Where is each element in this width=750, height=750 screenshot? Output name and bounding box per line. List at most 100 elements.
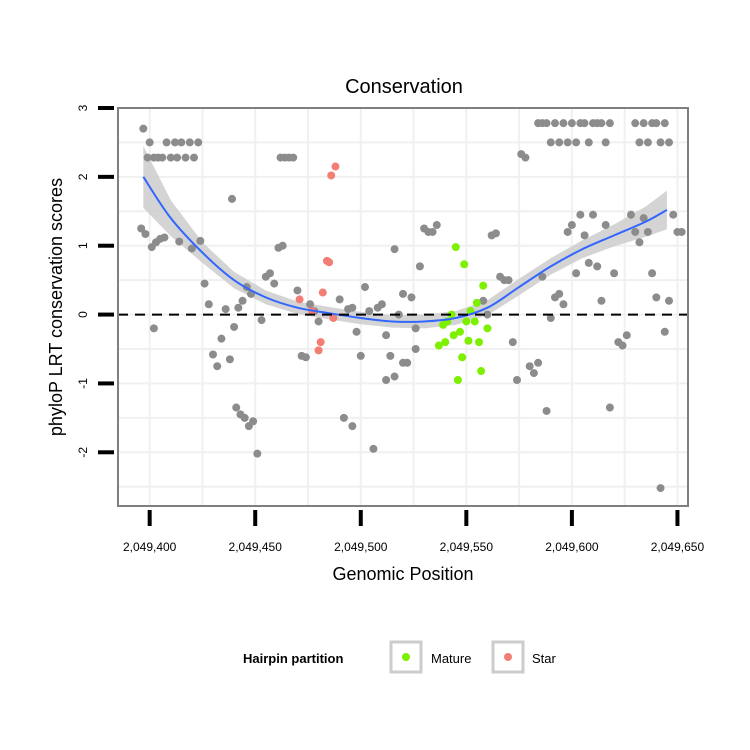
data-point-other [187, 244, 196, 253]
data-point-other [631, 227, 640, 236]
legend-key-star-box [491, 640, 525, 674]
data-point-other [652, 119, 661, 128]
data-point-other [597, 296, 606, 305]
data-point-other [158, 153, 167, 162]
data-point-other [479, 296, 488, 305]
data-points [137, 119, 686, 493]
smooth-line-path [142, 176, 668, 323]
data-point-other [639, 214, 648, 223]
data-point-other [432, 221, 441, 230]
data-point-other [348, 422, 357, 431]
data-point-other [483, 310, 492, 319]
plot-panel [117, 107, 689, 507]
data-point-other [563, 138, 572, 147]
data-point-other [382, 375, 391, 384]
data-point-other [177, 138, 186, 147]
data-point-other [141, 230, 150, 239]
data-point-other [181, 153, 190, 162]
data-point-other [228, 194, 236, 203]
data-point-other [534, 358, 543, 367]
data-point-other [335, 295, 344, 304]
data-point-other [240, 413, 249, 422]
data-point-other [525, 362, 534, 371]
data-point-other [204, 300, 213, 309]
data-point-other [249, 417, 258, 426]
data-point-other [660, 119, 669, 128]
data-point-other [665, 138, 673, 147]
data-point-other [601, 138, 610, 147]
data-point-other [230, 322, 239, 331]
x-tick-label: 2,049,650 [651, 540, 705, 554]
data-point-other [584, 138, 593, 147]
data-point-other [567, 119, 576, 128]
data-point-other [551, 119, 559, 128]
data-point-other [677, 227, 686, 236]
legend-item-mature: Mature [389, 640, 471, 674]
data-point-star [331, 162, 340, 171]
data-point-other [652, 293, 661, 302]
data-point-other [559, 300, 568, 309]
data-point-other [225, 355, 234, 364]
data-point-other [175, 237, 184, 246]
data-point-other [217, 334, 226, 343]
data-point-other [278, 241, 287, 250]
legend-item-star: Star [491, 640, 557, 674]
x-tick-label: 2,049,500 [334, 540, 388, 554]
data-point-other [365, 307, 374, 316]
data-point-other [491, 229, 500, 238]
data-point-other [386, 351, 395, 360]
data-point-mature [479, 281, 488, 290]
data-point-other [635, 238, 644, 247]
x-axis-title: Genomic Position [332, 564, 473, 584]
data-point-other [521, 153, 530, 162]
data-point-mature [441, 338, 450, 347]
data-point-mature [483, 324, 492, 333]
data-point-other [390, 372, 399, 381]
data-point-other [390, 245, 399, 254]
panel-border [117, 107, 689, 507]
data-point-other [369, 444, 378, 453]
data-point-mature [447, 310, 456, 319]
y-axis: -2 -1 0 1 2 3 [76, 104, 114, 458]
data-point-other [173, 153, 182, 162]
data-point-other [618, 341, 627, 350]
data-point-mature [472, 298, 481, 307]
data-point-other [194, 138, 203, 147]
data-point-mature [462, 317, 471, 326]
data-point-star [295, 295, 304, 304]
data-point-mature [464, 336, 473, 345]
data-point-other [352, 327, 361, 336]
data-point-other [639, 119, 648, 128]
data-point-other [137, 224, 146, 233]
data-point-other [635, 138, 644, 147]
data-point-other [162, 138, 171, 147]
data-point-other [232, 403, 241, 412]
data-point-other [377, 300, 386, 309]
data-point-other [399, 358, 407, 367]
data-point-star [327, 171, 336, 180]
data-point-other [555, 289, 564, 298]
data-point-other [563, 227, 572, 236]
y-tick-label: 0 [76, 311, 90, 318]
data-point-other [266, 269, 274, 278]
y-tick-label: -1 [76, 378, 90, 389]
data-point-mature [456, 327, 464, 336]
data-point-other [627, 210, 635, 219]
data-point-other [559, 119, 568, 128]
data-point-other [234, 303, 243, 312]
data-point-other [213, 362, 222, 371]
data-point-star [318, 288, 327, 297]
y-tick-label: 1 [76, 242, 90, 249]
data-point-mature [460, 260, 469, 269]
data-point-other [597, 119, 606, 128]
data-point-other [513, 375, 521, 384]
y-tick-label: 3 [76, 104, 90, 111]
data-point-other [643, 138, 652, 147]
data-point-other [257, 316, 266, 325]
data-point-other [149, 324, 158, 333]
data-point-other [143, 153, 152, 162]
legend-key-mature-dot [402, 653, 410, 661]
data-point-other [660, 327, 669, 336]
data-point-other [631, 119, 640, 128]
data-point-other [185, 138, 194, 147]
